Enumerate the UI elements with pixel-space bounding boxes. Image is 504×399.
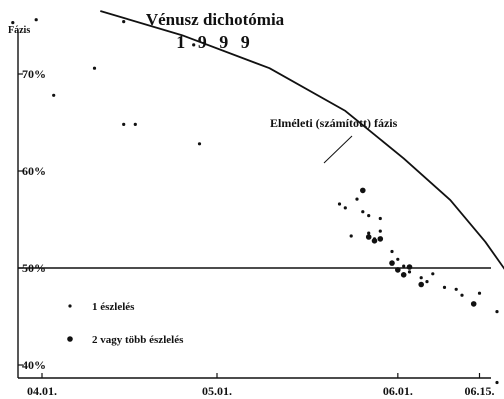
axis-frame (17, 30, 491, 379)
single-observation-point (197, 142, 202, 146)
legend-marker-single (68, 304, 72, 308)
single-observation-point (122, 20, 126, 24)
single-observation-point (425, 280, 429, 284)
legend-label-multi: 2 vagy több észlelés (92, 334, 184, 346)
x-tick-label: 05.01. (202, 384, 232, 398)
multi-observation-point (406, 264, 413, 270)
single-observation-point (192, 43, 196, 47)
single-observation-point (495, 380, 499, 385)
single-observation-point (122, 122, 126, 126)
x-tick-label: 06.15. (465, 384, 495, 398)
single-observation-point (343, 206, 347, 210)
multi-observation-point (400, 272, 407, 278)
y-tick-label: 40% (22, 358, 46, 372)
x-tick-label: 06.01. (383, 384, 413, 398)
single-observation-point (454, 287, 458, 291)
theory-label-pointer (323, 135, 353, 164)
single-observation-point (337, 202, 342, 206)
multi-observation-point (470, 301, 477, 307)
single-observation-point (378, 229, 382, 233)
legend-marker-multi (67, 336, 73, 342)
multi-observation-point (360, 187, 366, 194)
multi-observation-point (377, 236, 384, 242)
single-observation-point (419, 276, 423, 280)
single-observation-point (390, 249, 394, 254)
legend: 1 észlelés 2 vagy több észlelés (67, 301, 184, 346)
legend-label-single: 1 észlelés (92, 301, 135, 313)
single-observation-point (34, 18, 38, 22)
single-observation-point (367, 231, 371, 235)
theory-curve-group (100, 10, 504, 270)
observation-points (11, 18, 499, 385)
chart-title: Vénusz dichotómia (146, 10, 285, 29)
chart-subtitle: 1 9 9 9 (176, 32, 254, 52)
multi-observation-point (418, 281, 425, 288)
y-tick-label: 70% (22, 67, 46, 81)
multi-observation-point (395, 267, 401, 273)
x-axis-ticks: 04.01. 05.01. 06.01. 06.15. (27, 373, 495, 398)
single-observation-point (361, 210, 365, 214)
single-observation-point (52, 93, 56, 97)
theory-curve-label: Elméleti (számított) fázis (270, 116, 398, 130)
single-observation-point (396, 257, 400, 261)
single-observation-point (378, 216, 382, 221)
single-observation-point (11, 21, 15, 25)
multi-observation-point (365, 234, 372, 240)
single-observation-point (367, 214, 371, 218)
y-tick-label: 60% (22, 164, 46, 178)
multi-observation-point (389, 260, 395, 266)
single-observation-point (407, 270, 412, 274)
single-observation-point (477, 291, 482, 295)
single-observation-point (92, 66, 97, 70)
single-observation-point (431, 272, 435, 276)
single-observation-point (355, 197, 359, 201)
single-observation-point (349, 234, 353, 238)
single-observation-point (133, 122, 137, 126)
single-observation-point (495, 310, 499, 314)
theory-curve (100, 10, 504, 270)
single-observation-point (460, 293, 464, 297)
single-observation-point (402, 264, 406, 268)
single-observation-point (442, 285, 447, 289)
multi-observation-point (371, 238, 378, 244)
y-axis-label: Fázis (8, 25, 30, 36)
x-tick-label: 04.01. (27, 384, 57, 398)
